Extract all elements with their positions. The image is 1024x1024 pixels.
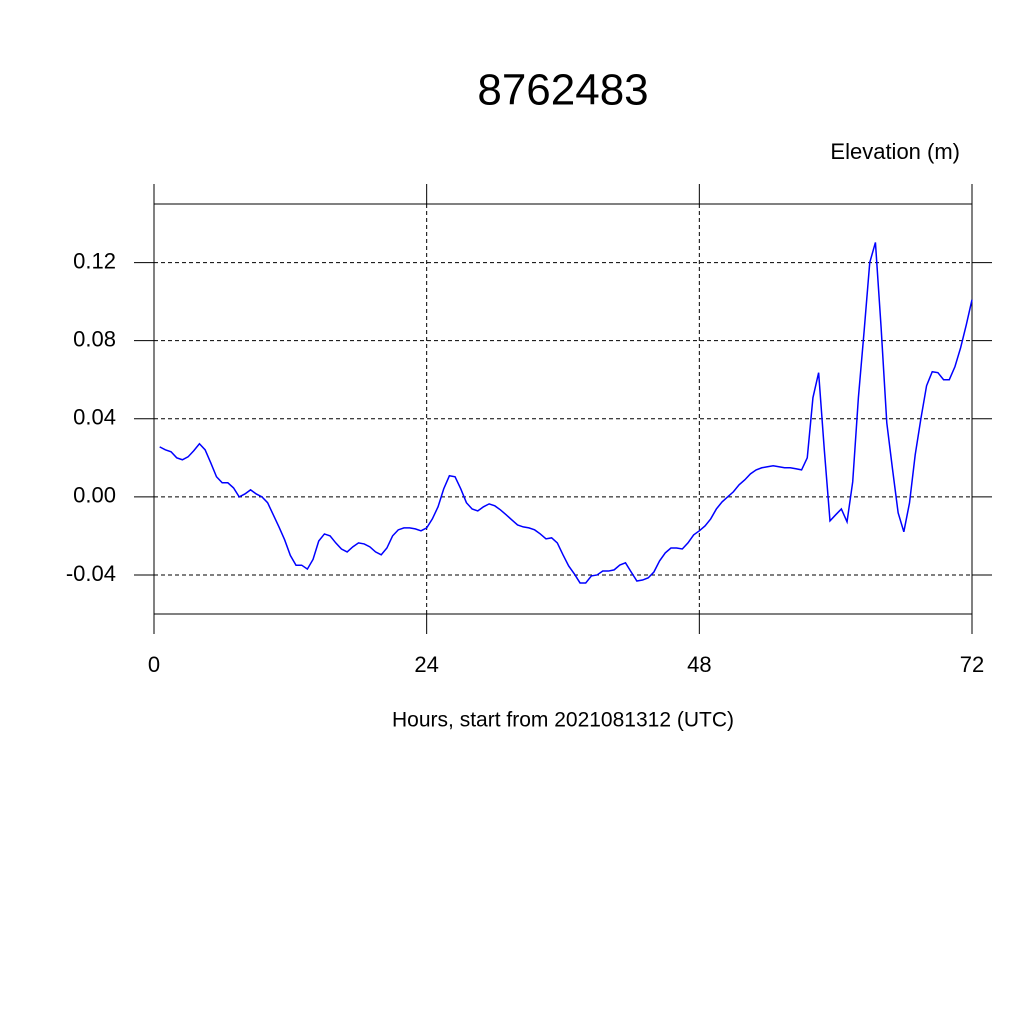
- x-tick-label: 0: [148, 652, 160, 677]
- y-tick-label: -0.04: [66, 561, 116, 586]
- y-axis-label: Elevation (m): [830, 139, 960, 164]
- data-line: [159, 242, 973, 584]
- plot-area: -0.04 0.00 0.04 0.08 0.12 0 24 48 72: [66, 184, 992, 677]
- y-tick-label: 0.08: [73, 326, 116, 351]
- x-tick-label: 24: [414, 652, 438, 677]
- x-tick-label: 48: [687, 652, 711, 677]
- x-tick-label: 72: [960, 652, 984, 677]
- y-tick-label: 0.00: [73, 483, 116, 508]
- plot-frame: [153, 203, 973, 615]
- y-tick-label: 0.04: [73, 405, 116, 430]
- x-axis-label: Hours, start from 2021081312 (UTC): [392, 709, 734, 732]
- y-tick-label: 0.12: [73, 248, 116, 273]
- chart-title: 8762483: [477, 66, 648, 115]
